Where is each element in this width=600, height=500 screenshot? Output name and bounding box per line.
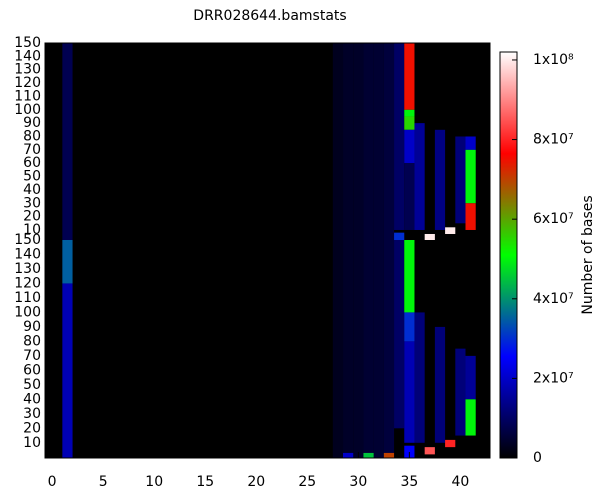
y-tick-label: 40 <box>23 182 41 198</box>
colorbar-tick-label: 0 <box>533 450 542 466</box>
heat-cell <box>404 240 415 313</box>
heat-cell <box>363 452 374 458</box>
heat-cell <box>404 163 415 230</box>
y-tick-label: 60 <box>23 155 41 171</box>
heat-cell <box>404 109 415 117</box>
chart-title: DRR028644.bamstats <box>193 8 346 24</box>
heat-cell <box>465 203 476 230</box>
y-tick-label: 130 <box>14 62 41 78</box>
heat-cell <box>424 447 435 455</box>
x-tick-label: 15 <box>196 474 214 490</box>
y-tick-label: 40 <box>23 391 41 407</box>
y-tick-label: 90 <box>23 319 41 335</box>
x-tick-label: 0 <box>48 474 57 490</box>
heat-cell <box>363 240 374 458</box>
heat-cell <box>353 240 364 458</box>
y-tick-label: 80 <box>23 333 41 349</box>
y-tick-label: 60 <box>23 362 41 378</box>
y-tick-label: 20 <box>23 420 41 436</box>
x-tick-label: 20 <box>247 474 265 490</box>
y-tick-label: 30 <box>23 406 41 422</box>
x-tick-label: 40 <box>451 474 469 490</box>
heat-cell <box>414 123 425 230</box>
heat-cell <box>424 233 435 240</box>
heat-cell <box>465 399 476 436</box>
y-tick-label: 50 <box>23 377 41 393</box>
colorbar-tick-label: 4x10⁷ <box>533 291 574 307</box>
y-tick-label: 70 <box>23 142 41 158</box>
heat-cell <box>62 240 73 284</box>
colorbar-tick-label: 1x10⁸ <box>533 52 574 68</box>
y-tick-label: 90 <box>23 115 41 131</box>
colorbar-tick-label: 6x10⁷ <box>533 211 574 227</box>
heat-cell <box>404 312 415 342</box>
heat-cell <box>343 240 354 458</box>
y-tick-label: 100 <box>14 304 41 320</box>
plot-frame <box>44 42 491 459</box>
y-tick-label: 10 <box>23 222 41 238</box>
heat-cell <box>445 439 456 448</box>
y-tick-label: 130 <box>14 261 41 277</box>
y-tick-label: 20 <box>23 209 41 225</box>
heat-cell <box>343 452 354 458</box>
heat-cell <box>373 43 384 240</box>
heat-cell <box>404 43 415 110</box>
y-tick-label: 120 <box>14 75 41 91</box>
heat-cell <box>404 116 415 130</box>
x-tick-label: 25 <box>298 474 316 490</box>
colorbar-tick-label: 2x10⁷ <box>533 370 574 386</box>
heat-cell <box>394 232 405 240</box>
heat-cell <box>373 240 384 458</box>
heat-cell <box>383 452 395 458</box>
heat-cell <box>363 43 374 240</box>
heat-cell <box>465 149 476 204</box>
heat-cell <box>383 43 395 240</box>
y-tick-label: 150 <box>14 232 41 248</box>
heat-cell <box>394 240 405 429</box>
heat-cell <box>455 136 466 224</box>
x-tick-label: 35 <box>400 474 418 490</box>
colorbar-label: Number of bases <box>580 195 596 314</box>
heat-cell <box>434 129 446 230</box>
y-tick-label: 150 <box>14 35 41 51</box>
y-tick-label: 70 <box>23 348 41 364</box>
heat-cell <box>332 240 344 458</box>
x-tick-label: 5 <box>99 474 108 490</box>
heat-cell <box>332 43 344 240</box>
y-tick-label: 140 <box>14 246 41 262</box>
colorbar <box>499 51 518 459</box>
heat-cell <box>394 43 405 230</box>
x-tick-label: 10 <box>145 474 163 490</box>
heat-cell <box>434 326 446 443</box>
heat-cell <box>465 136 476 150</box>
x-tick-label: 30 <box>349 474 367 490</box>
colorbar-tick-label: 8x10⁷ <box>533 132 574 148</box>
y-tick-label: 10 <box>23 435 41 451</box>
y-tick-label: 110 <box>14 290 41 306</box>
heat-cell <box>62 43 73 240</box>
y-tick-label: 100 <box>14 102 41 118</box>
heat-cell <box>404 445 415 458</box>
y-tick-label: 80 <box>23 128 41 144</box>
heat-cell <box>404 129 415 164</box>
heat-cell <box>455 348 466 436</box>
y-tick-label: 50 <box>23 169 41 185</box>
heat-cell <box>445 227 456 234</box>
heat-cell <box>343 43 354 240</box>
heat-cell <box>383 240 395 458</box>
heat-cell <box>353 43 364 240</box>
heat-cell <box>465 355 476 400</box>
y-tick-label: 30 <box>23 195 41 211</box>
y-tick-label: 140 <box>14 48 41 64</box>
heat-cell <box>414 312 425 443</box>
heat-cell <box>62 283 73 458</box>
y-tick-label: 110 <box>14 88 41 104</box>
heat-cell <box>404 341 415 443</box>
y-tick-label: 120 <box>14 275 41 291</box>
